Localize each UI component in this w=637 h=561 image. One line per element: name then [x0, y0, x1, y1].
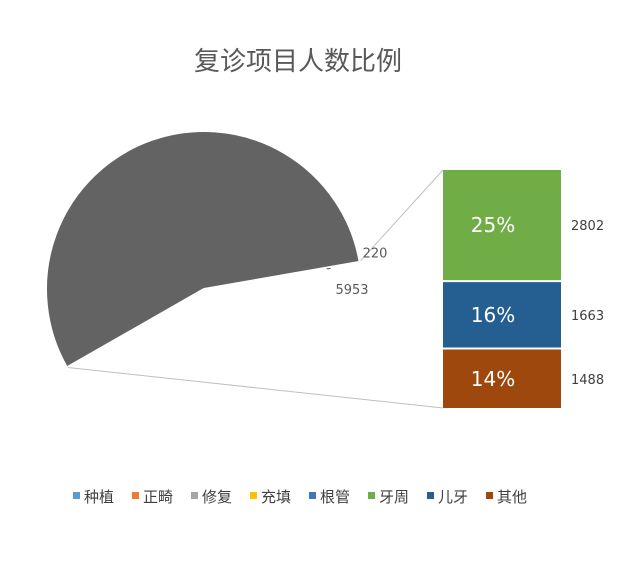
chart-title: 复诊项目人数比例	[194, 47, 402, 77]
legend-label-1: 种植	[84, 488, 114, 506]
pie: 7%7282%22010%102216%175110%105155%5953	[45, 130, 388, 369]
legend-swatch-8	[486, 492, 493, 499]
breakdown-bar: 25% 2802 16% 1663 14% 1488	[443, 170, 604, 408]
legend-label-2: 正畸	[143, 488, 173, 506]
legend-label-7: 儿牙	[438, 488, 468, 506]
legend-swatch-5	[309, 492, 316, 499]
bar-segment-3	[443, 349, 561, 408]
legend-swatch-7	[427, 492, 434, 499]
legend-label-8: 其他	[497, 488, 527, 506]
legend-swatch-3	[191, 492, 198, 499]
pie-value-label-6: 5953	[335, 283, 368, 298]
bar-percent-label-2: 16%	[471, 303, 515, 327]
bar-percent-label-3: 14%	[471, 367, 515, 391]
pie-value-label-2: 220	[363, 247, 388, 262]
legend-label-6: 牙周	[379, 488, 409, 506]
legend-swatch-4	[250, 492, 257, 499]
legend-label-4: 充填	[261, 488, 291, 506]
connector-lines	[66, 169, 444, 409]
connector-line-bottom	[66, 366, 444, 409]
bar-value-label-3: 1488	[571, 373, 604, 388]
bar-value-label-1: 2802	[571, 219, 604, 234]
connector-line-top	[359, 169, 444, 263]
bar-segment-1	[443, 170, 561, 281]
bar-value-label-2: 1663	[571, 309, 604, 324]
legend-label-5: 根管	[320, 488, 350, 506]
legend-label-3: 修复	[202, 488, 232, 506]
bar-percent-label-1: 25%	[471, 213, 515, 237]
pie-slice-6	[45, 130, 361, 369]
legend: 种植 正畸 修复 充填 根管 牙周 儿牙 其他	[73, 488, 527, 506]
pie-percent-label-6: 55%	[254, 284, 309, 310]
bar-segment-2	[443, 282, 561, 348]
legend-swatch-2	[132, 492, 139, 499]
legend-swatch-6	[368, 492, 375, 499]
legend-swatch-1	[73, 492, 80, 499]
